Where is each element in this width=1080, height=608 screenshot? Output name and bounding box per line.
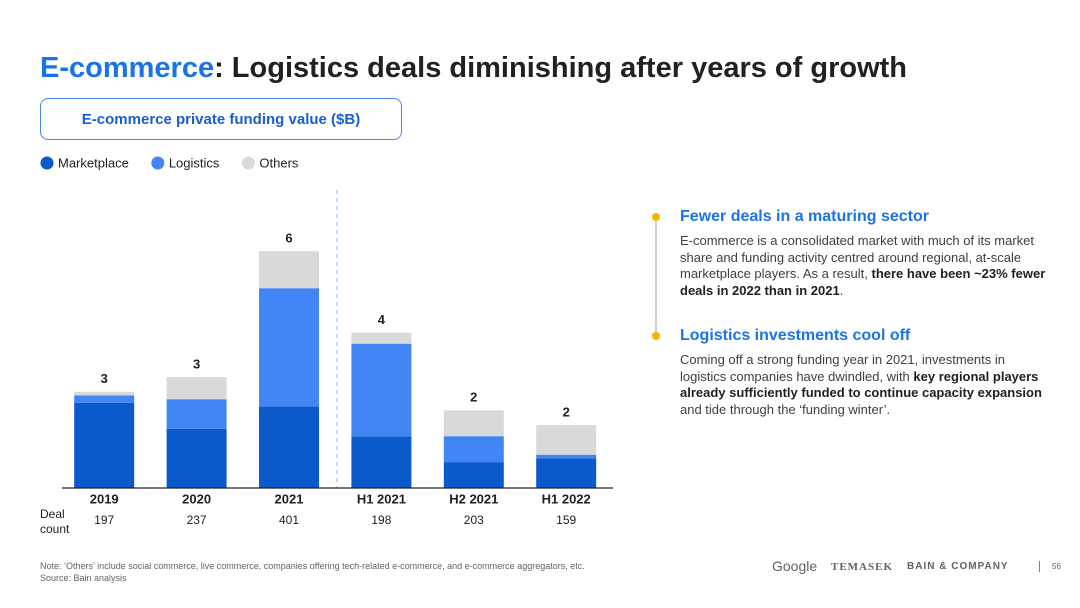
- insight-body: Coming off a strong funding year in 2021…: [680, 352, 1050, 418]
- legend-swatch: [241, 156, 255, 170]
- page-number: 56: [1052, 562, 1061, 571]
- total-label: 2: [470, 390, 477, 405]
- x-tick-label: H1 2021: [357, 491, 406, 506]
- x-tick-label: 2021: [275, 491, 304, 506]
- bar-segment: [259, 251, 319, 289]
- bar-segment: [443, 410, 504, 437]
- insight-heading: Fewer deals in a maturing sector: [680, 208, 929, 225]
- x-tick-label: 2020: [182, 491, 211, 506]
- bar-segment: [351, 436, 412, 488]
- insight-heading: Logistics investments cool off: [680, 327, 911, 344]
- legend-swatch: [151, 156, 165, 170]
- x-tick-label: H2 2021: [449, 491, 498, 506]
- deal-count: 401: [279, 513, 299, 527]
- total-label: 4: [378, 312, 386, 327]
- bar-segment: [443, 436, 504, 463]
- bar-segment: [259, 406, 319, 488]
- total-label: 6: [285, 231, 292, 246]
- total-label: 2: [563, 405, 570, 420]
- bar-segment: [74, 402, 135, 488]
- legend-swatch: [40, 156, 54, 170]
- insight-text: .: [839, 282, 844, 298]
- bar-segment: [536, 425, 597, 455]
- bar-segment: [74, 395, 135, 403]
- bar-segment: [536, 454, 597, 459]
- bar-segment: [351, 332, 412, 344]
- source: Source: Bain analysis: [40, 573, 127, 583]
- insight-body: E-commerce is a consolidated market with…: [680, 233, 1050, 299]
- legend-label: Logistics: [169, 155, 220, 170]
- x-tick-label: H1 2022: [542, 491, 591, 506]
- insight-rail: [652, 213, 660, 340]
- logo: TEMASEK: [831, 561, 894, 573]
- title: E-commerce: Logistics deals diminishing …: [40, 52, 907, 85]
- deal-count: 203: [464, 513, 484, 527]
- bar-segment: [443, 462, 504, 488]
- logo: Google: [772, 558, 818, 574]
- bar-segment: [351, 343, 412, 437]
- chart-label: E-commerce private funding value ($B): [40, 98, 402, 140]
- deal-count: 237: [187, 513, 207, 527]
- bar-segment: [536, 458, 597, 488]
- divider: [1039, 561, 1040, 572]
- bar-segment: [166, 428, 227, 488]
- insight-text: Coming off a strong funding year in 2021…: [680, 352, 1005, 384]
- title-rest: : Logistics deals diminishing after year…: [214, 52, 907, 84]
- rail-dot: [652, 213, 660, 221]
- insight-text: and tide through the ‘funding winter’.: [680, 401, 891, 417]
- x-tick-label: 2019: [90, 491, 119, 506]
- bar-segment: [166, 399, 227, 429]
- legend-label: Others: [259, 155, 299, 170]
- insight-text: there have been ~23% fewer deals in 2022…: [680, 266, 1046, 298]
- deal-count: 198: [371, 513, 391, 527]
- rail-dot: [652, 332, 660, 340]
- deal-count-label: Deal count: [40, 507, 70, 536]
- insight-text: E-commerce is a consolidated market with…: [680, 233, 1035, 281]
- insight-text: key regional players already sufficientl…: [680, 368, 1042, 401]
- deal-count: 159: [556, 513, 576, 527]
- deal-count: 197: [94, 513, 114, 527]
- total-label: 3: [193, 356, 200, 371]
- total-label: 3: [101, 371, 108, 386]
- bar-segment: [259, 288, 319, 407]
- chart: Marketplace Logistics Others 3 2019 197 3 2020 2…: [40, 155, 613, 527]
- bar-segment: [74, 391, 135, 396]
- bar-segment: [166, 377, 227, 400]
- logo: BAIN & COMPANY: [907, 561, 1009, 572]
- legend-label: Marketplace: [58, 155, 129, 170]
- note: Note: ‘Others’ include social commerce, …: [40, 561, 585, 571]
- title-highlight: E-commerce: [40, 52, 215, 84]
